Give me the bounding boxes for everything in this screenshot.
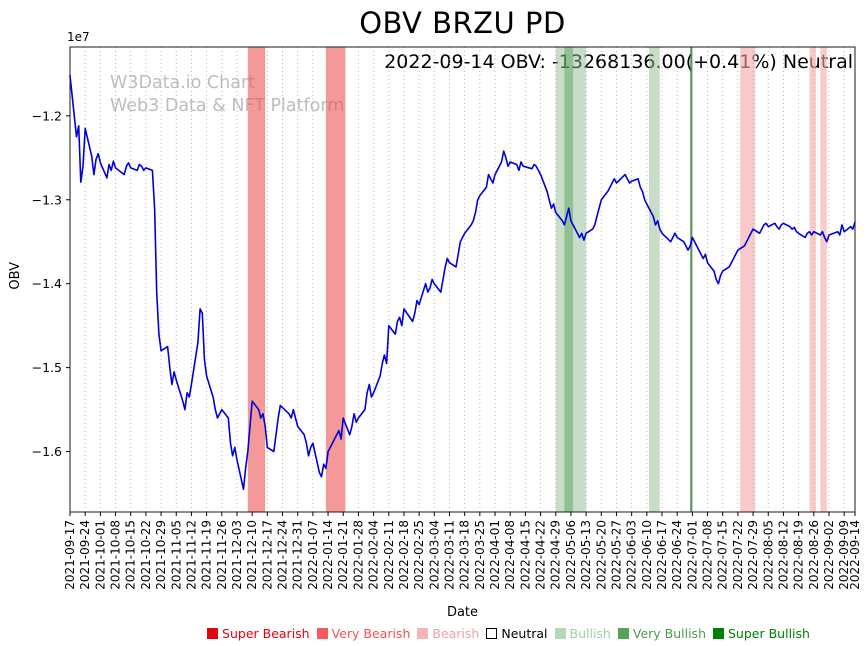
legend-swatch-icon [316, 628, 328, 639]
legend-swatch-icon [617, 628, 629, 639]
legend-swatch-icon [207, 628, 219, 639]
x-tick-label: 2021-10-15 [124, 520, 138, 590]
x-tick-label: 2021-10-22 [139, 520, 153, 590]
y-tick-label: −1.2 [32, 108, 62, 123]
x-tick-label: 2022-07-01 [685, 520, 699, 590]
x-tick-label: 2021-12-10 [245, 520, 259, 590]
y-tick-label: −1.6 [32, 444, 62, 459]
x-tick-label: 2022-02-25 [412, 520, 426, 590]
x-tick-label: 2022-09-14 [848, 520, 862, 590]
y-tick-label: −1.4 [32, 276, 62, 291]
legend-item: Neutral [486, 626, 548, 641]
legend-item: Very Bearish [316, 626, 411, 641]
x-tick-label: 2022-07-08 [701, 520, 715, 590]
x-tick-label: 2022-08-19 [792, 520, 806, 590]
x-tick-label: 2022-04-15 [518, 520, 532, 590]
x-tick-label: 2022-04-08 [503, 520, 517, 590]
sentiment-band-bearish [740, 47, 756, 512]
x-tick-label: 2022-04-29 [549, 520, 563, 590]
x-tick-label: 2022-07-29 [746, 520, 760, 590]
x-tick-label: 2022-05-13 [579, 520, 593, 590]
legend-label: Super Bearish [222, 626, 310, 641]
x-tick-label: 2022-06-17 [655, 520, 669, 590]
legend-item: Super Bullish [713, 626, 810, 641]
legend-item: Bearish [417, 626, 479, 641]
x-tick-label: 2022-01-28 [351, 520, 365, 590]
sentiment-band-bearish [809, 47, 816, 512]
x-tick-label: 2022-07-15 [716, 520, 730, 590]
x-tick-label: 2022-06-10 [640, 520, 654, 590]
y-tick-label: −1.3 [32, 192, 62, 207]
sentiment-band-very-bullish [690, 47, 693, 512]
chart-title: OBV BRZU PD [359, 6, 566, 40]
legend-label: Neutral [501, 626, 548, 641]
legend-item: Super Bearish [207, 626, 310, 641]
sentiment-band-very-bearish [325, 47, 346, 512]
x-tick-label: 2022-08-26 [807, 520, 821, 590]
x-tick-label: 2022-01-07 [306, 520, 320, 590]
x-axis-label: Date [446, 605, 479, 620]
x-tick-label: 2021-12-17 [260, 520, 274, 590]
x-tick-label: 2021-09-17 [63, 520, 77, 590]
obv-line [69, 74, 856, 491]
x-tick-label: 2022-01-21 [336, 520, 350, 590]
x-tick-label: 2021-10-01 [93, 520, 107, 590]
legend-label: Very Bullish [632, 626, 706, 641]
legend-label: Bullish [569, 626, 611, 641]
x-tick-label: 2022-02-11 [382, 520, 396, 590]
x-tick-label: 2021-09-24 [78, 520, 92, 590]
legend-swatch-icon [713, 628, 724, 639]
x-tick-label: 2021-12-03 [230, 520, 244, 590]
x-tick-label: 2021-11-12 [184, 520, 198, 590]
x-tick-label: 2022-03-11 [442, 520, 456, 590]
x-tick-label: 2021-10-08 [109, 520, 123, 590]
legend-label: Super Bullish [728, 626, 810, 641]
legend-swatch-icon [554, 628, 566, 639]
x-tick-label: 2022-05-27 [609, 520, 623, 590]
x-tick-label: 2022-09-02 [822, 520, 836, 590]
sentiment-band-very-bearish [247, 47, 266, 512]
x-tick-label: 2022-01-14 [321, 520, 335, 590]
x-tick-label: 2022-03-04 [427, 520, 441, 590]
x-tick-label: 2022-06-24 [670, 520, 684, 590]
legend-item: Very Bullish [617, 626, 706, 641]
legend-swatch-icon [486, 628, 498, 639]
x-tick-label: 2022-08-12 [776, 520, 790, 590]
sentiment-band-bearish [820, 47, 827, 512]
x-tick-label: 2022-03-25 [473, 520, 487, 590]
x-tick-label: 2022-05-06 [564, 520, 578, 590]
x-tick-label: 2022-02-18 [397, 520, 411, 590]
x-tick-label: 2021-11-19 [200, 520, 214, 590]
x-tick-label: 2021-10-29 [154, 520, 168, 590]
y-axis-offset-label: 1e7 [67, 30, 90, 44]
legend-swatch-icon [417, 628, 429, 639]
plot-frame [69, 46, 856, 513]
x-tick-label: 2022-02-04 [367, 520, 381, 590]
y-tick-label: −1.5 [32, 360, 62, 375]
x-tick-label: 2022-09-09 [837, 520, 851, 590]
legend: Super Bearish Very Bearish Bearish Neutral B… [150, 626, 867, 641]
legend-label: Very Bearish [331, 626, 411, 641]
sentiment-band-very-bullish [564, 47, 574, 512]
x-tick-label: 2021-11-26 [215, 520, 229, 590]
x-tick-label: 2022-04-01 [488, 520, 502, 590]
x-tick-label: 2022-05-20 [594, 520, 608, 590]
x-tick-label: 2021-12-31 [291, 520, 305, 590]
watermark-line2: Web3 Data & NFT Platform [110, 96, 345, 116]
x-tick-label: 2021-12-24 [276, 520, 290, 590]
latest-value-annotation: 2022-09-14 OBV: -13268136.00(+0.41%) Neu… [384, 51, 853, 73]
x-tick-label: 2022-08-05 [761, 520, 775, 590]
legend-label: Bearish [432, 626, 480, 641]
x-tick-label: 2022-07-22 [731, 520, 745, 590]
sentiment-band-bullish [649, 47, 660, 512]
x-tick-label: 2021-11-05 [169, 520, 183, 590]
legend-item: Bullish [554, 626, 611, 641]
x-tick-label: 2022-04-22 [534, 520, 548, 590]
x-tick-label: 2022-06-03 [625, 520, 639, 590]
x-tick-label: 2022-03-18 [458, 520, 472, 590]
